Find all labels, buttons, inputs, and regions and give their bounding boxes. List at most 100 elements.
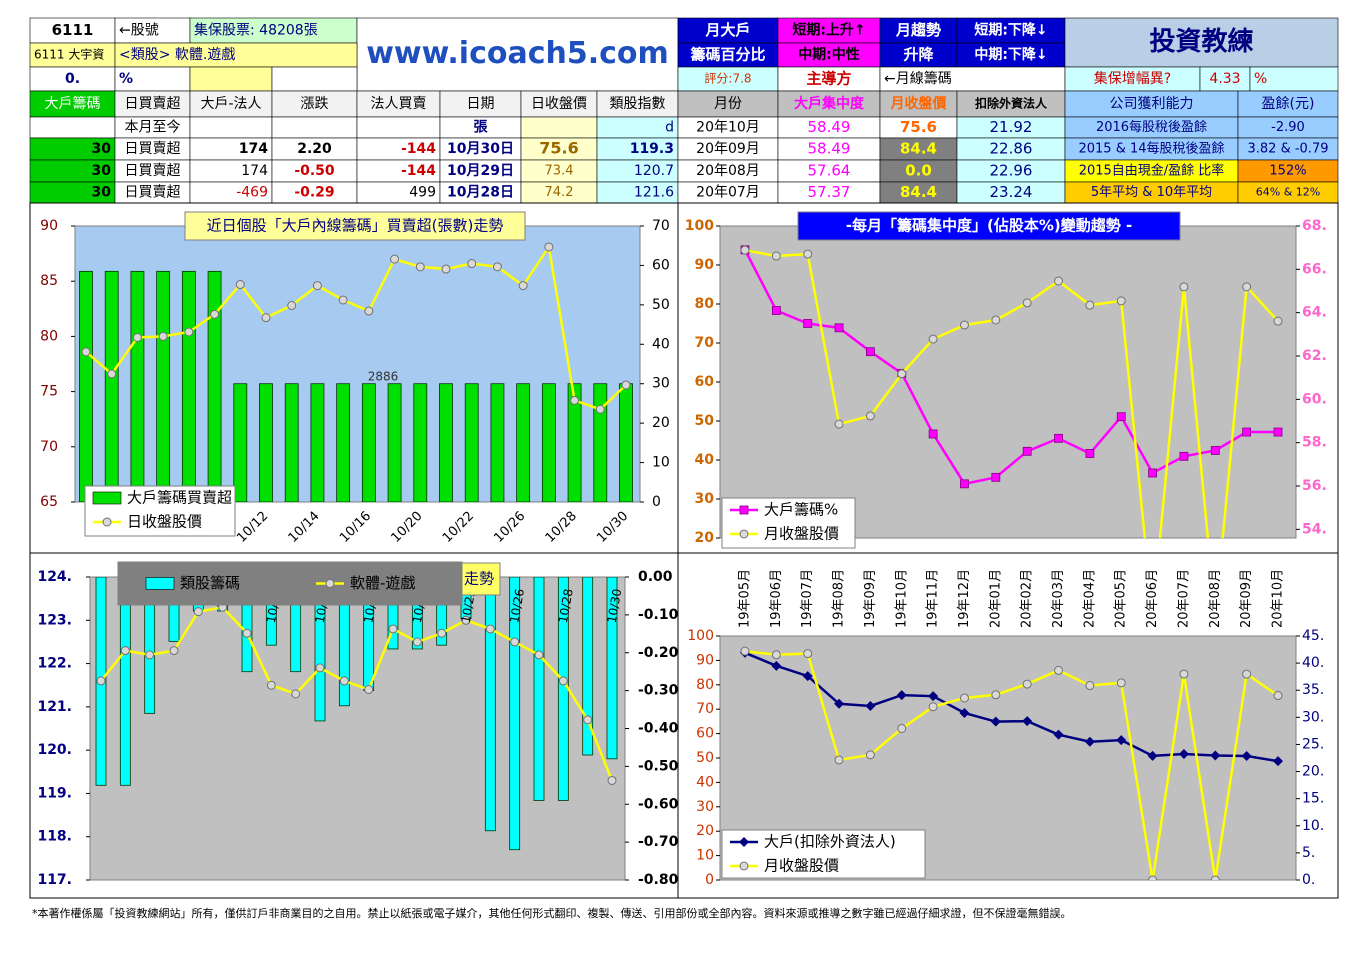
table-cell: 日買賣超 bbox=[125, 163, 181, 179]
table-cell: 法人買賣 bbox=[371, 96, 427, 112]
header-text: 籌碼百分比 bbox=[690, 46, 765, 64]
table-cell: 10月30日 bbox=[447, 141, 514, 157]
line-marker bbox=[1116, 678, 1126, 688]
y-tick-label: 60 bbox=[652, 257, 670, 273]
line-marker bbox=[1085, 681, 1095, 691]
header-text: 6111 bbox=[52, 21, 94, 39]
table-cell: 2.20 bbox=[297, 141, 332, 157]
cell-bg bbox=[1064, 90, 1239, 118]
y-tick-label: 30 bbox=[696, 799, 714, 815]
table-cell: 174 bbox=[241, 163, 268, 179]
bar bbox=[79, 270, 93, 502]
cell-bg bbox=[356, 116, 441, 139]
y-tick-label: 80 bbox=[696, 677, 714, 693]
bar bbox=[265, 577, 277, 646]
cell-bg bbox=[1199, 66, 1251, 92]
line-marker bbox=[771, 251, 781, 261]
table-cell: 73.4 bbox=[545, 164, 574, 179]
y-tick-label: 50 bbox=[652, 297, 670, 313]
line-marker bbox=[388, 624, 398, 634]
bar bbox=[509, 577, 521, 851]
line-marker bbox=[544, 242, 554, 252]
bar bbox=[310, 383, 325, 502]
bar bbox=[156, 270, 171, 502]
line-marker bbox=[1178, 748, 1189, 759]
cell-bg bbox=[439, 90, 522, 118]
table-cell: 57.37 bbox=[808, 183, 851, 201]
line-marker bbox=[959, 320, 969, 330]
line-marker bbox=[1242, 427, 1252, 437]
y-tick-label: 70 bbox=[652, 218, 670, 234]
line-marker bbox=[991, 472, 1001, 482]
bar bbox=[168, 577, 180, 642]
legend-marker bbox=[739, 529, 749, 539]
line-marker bbox=[412, 637, 422, 647]
line-marker bbox=[959, 693, 969, 703]
plot-area bbox=[719, 225, 1297, 539]
cell-bg bbox=[777, 42, 881, 68]
y-tick-label: 124. bbox=[37, 569, 72, 585]
table-cell: 2015自由現金/盈餘 比率 bbox=[1079, 163, 1225, 179]
legend-marker bbox=[739, 837, 749, 847]
line-marker bbox=[990, 716, 1001, 727]
cell-bg bbox=[114, 66, 191, 92]
line-marker bbox=[771, 660, 782, 671]
line-marker bbox=[437, 628, 447, 638]
y-tick-label: 0. bbox=[1302, 872, 1315, 888]
cell-bg bbox=[956, 42, 1066, 68]
chart-title: -每月「籌碼集中度」(佔股本%)變動趨勢 - bbox=[846, 217, 1132, 235]
line-marker bbox=[803, 649, 813, 659]
line-marker bbox=[1147, 750, 1158, 761]
y-tick-label: 15. bbox=[1302, 791, 1324, 807]
line-marker bbox=[897, 723, 907, 733]
line-marker bbox=[339, 676, 349, 686]
header-text: 短期:上升↑ bbox=[792, 22, 865, 39]
bar bbox=[259, 383, 273, 502]
y-tick-label: -0.30 bbox=[638, 683, 679, 699]
legend-label: 月收盤股價 bbox=[764, 857, 839, 875]
line-marker bbox=[235, 280, 245, 290]
title-box bbox=[797, 211, 1181, 241]
bar bbox=[290, 577, 302, 673]
table-cell: 21.92 bbox=[990, 118, 1033, 136]
line-marker bbox=[1242, 282, 1252, 292]
plot-group bbox=[740, 646, 1283, 880]
header-text: 中期:下降↓ bbox=[974, 46, 1047, 63]
line-marker bbox=[1084, 736, 1095, 747]
table-cell: 30 bbox=[92, 163, 112, 179]
bar bbox=[593, 383, 608, 502]
y-tick-label: 68. bbox=[1302, 218, 1327, 234]
y-tick-label: 10 bbox=[652, 455, 670, 471]
plot-group bbox=[95, 577, 618, 851]
table-cell: d bbox=[665, 120, 674, 136]
line-marker bbox=[583, 715, 593, 725]
y-tick-label: 54. bbox=[1302, 521, 1327, 537]
line-marker bbox=[184, 327, 194, 337]
line-marker bbox=[991, 315, 1001, 325]
cell-bg bbox=[520, 116, 598, 139]
line-marker bbox=[834, 419, 844, 429]
line-marker bbox=[120, 646, 130, 656]
table-cell: 58.49 bbox=[808, 140, 851, 158]
table-cell: 74.2 bbox=[545, 185, 574, 200]
bar bbox=[619, 383, 633, 502]
y-tick-label: 58. bbox=[1302, 435, 1327, 451]
line-marker bbox=[1148, 468, 1157, 478]
bar bbox=[104, 270, 119, 502]
cell-bg bbox=[271, 66, 358, 92]
line-marker bbox=[315, 663, 325, 673]
table-cell: 499 bbox=[409, 185, 436, 201]
cell-bg bbox=[1064, 17, 1339, 68]
legend-label: 日收盤股價 bbox=[127, 513, 202, 531]
cell-bg bbox=[189, 66, 273, 92]
cell-bg bbox=[777, 66, 881, 92]
y-tick-label: 123. bbox=[37, 612, 72, 628]
line-marker bbox=[1148, 875, 1158, 880]
line-marker bbox=[959, 707, 970, 718]
line-marker bbox=[518, 281, 528, 291]
header-text: 主導方 bbox=[806, 70, 851, 88]
y-tick-label: 100 bbox=[685, 218, 714, 234]
y-tick-label: -0.20 bbox=[638, 645, 679, 661]
y-tick-label: 35. bbox=[1302, 682, 1324, 698]
